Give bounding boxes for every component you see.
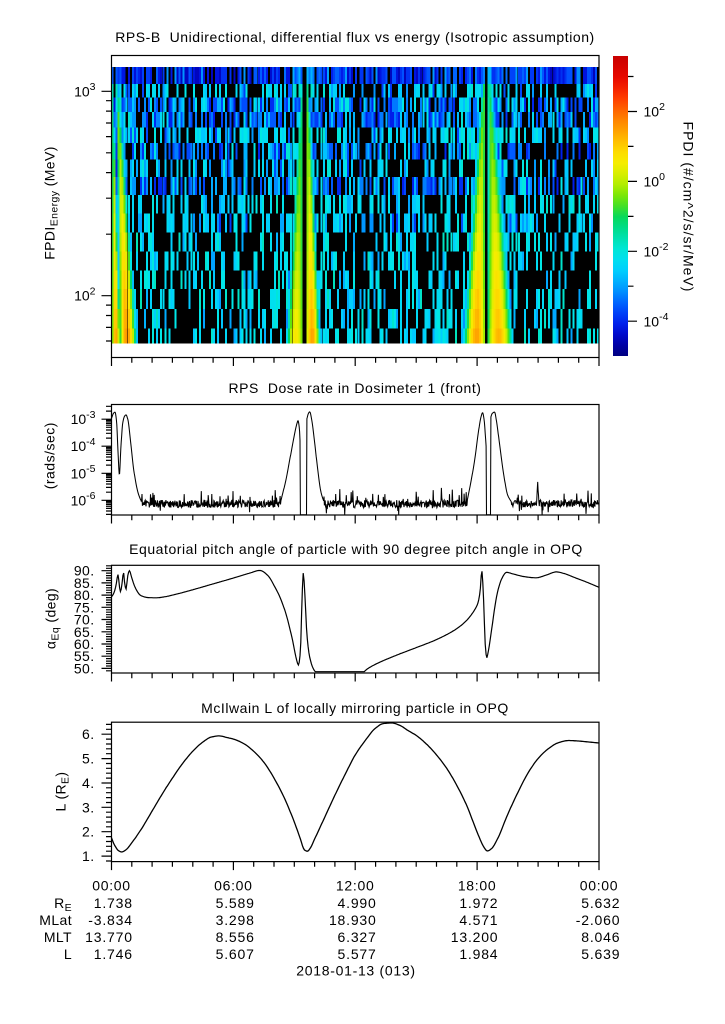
svg-text:8.556: 8.556 [216, 929, 255, 945]
svg-text:FPDIEnergy (MeV): FPDIEnergy (MeV) [42, 146, 61, 260]
svg-text:00:00: 00:00 [92, 878, 131, 894]
svg-text:1.: 1. [82, 848, 94, 864]
svg-text:5.639: 5.639 [581, 946, 620, 962]
svg-text:13.770: 13.770 [85, 929, 133, 945]
svg-text:4.571: 4.571 [459, 912, 498, 928]
svg-text:MLat: MLat [39, 912, 72, 928]
svg-text:3.298: 3.298 [216, 912, 255, 928]
svg-text:5.607: 5.607 [216, 946, 255, 962]
svg-text:5.632: 5.632 [581, 895, 620, 911]
svg-text:2018-01-13 (013): 2018-01-13 (013) [296, 963, 415, 979]
svg-text:8.046: 8.046 [581, 929, 620, 945]
svg-text:60.: 60. [74, 636, 95, 652]
svg-text:18.930: 18.930 [329, 912, 377, 928]
svg-text:12:00: 12:00 [336, 878, 375, 894]
svg-text:MLT: MLT [44, 929, 72, 945]
svg-text:00:00: 00:00 [580, 878, 619, 894]
svg-text:1.738: 1.738 [94, 895, 133, 911]
svg-text:75.: 75. [74, 599, 95, 615]
svg-text:50.: 50. [74, 660, 95, 676]
svg-text:85.: 85. [74, 575, 95, 591]
svg-text:2.: 2. [82, 824, 94, 840]
svg-text:1.984: 1.984 [459, 946, 498, 962]
svg-text:L: L [64, 946, 72, 962]
svg-text:80.: 80. [74, 587, 95, 603]
svg-text:55.: 55. [74, 648, 95, 664]
svg-text:McIlwain L of locally mirrorin: McIlwain L of locally mirroring particle… [201, 700, 509, 716]
svg-text:(rads/sec): (rads/sec) [42, 422, 58, 489]
svg-text:90.: 90. [74, 563, 95, 579]
svg-text:4.: 4. [82, 775, 94, 791]
svg-text:Equatorial pitch angle of part: Equatorial pitch angle of particle with … [129, 541, 583, 557]
svg-text:06:00: 06:00 [214, 878, 253, 894]
svg-text:1.746: 1.746 [94, 946, 133, 962]
svg-text:RPS-B Unidirectional, differe: RPS-B Unidirectional, differential flux … [115, 29, 595, 45]
svg-text:18:00: 18:00 [458, 878, 497, 894]
svg-text:5.: 5. [82, 751, 94, 767]
svg-text:5.577: 5.577 [338, 946, 377, 962]
svg-text:4.990: 4.990 [338, 895, 377, 911]
svg-text:3.: 3. [82, 799, 94, 815]
svg-text:65.: 65. [74, 624, 95, 640]
svg-text:-2.060: -2.060 [576, 912, 621, 928]
svg-text:70.: 70. [74, 612, 95, 628]
svg-text:1.972: 1.972 [459, 895, 498, 911]
svg-text:5.589: 5.589 [216, 895, 255, 911]
svg-text:13.200: 13.200 [451, 929, 499, 945]
svg-text:6.327: 6.327 [338, 929, 377, 945]
svg-text:6.: 6. [82, 726, 94, 742]
svg-text:-3.834: -3.834 [88, 912, 133, 928]
svg-text:FPDI (#/cm^2/s/sr/MeV): FPDI (#/cm^2/s/sr/MeV) [681, 122, 697, 293]
svg-text:RPS Dose rate in Dosimeter 1: RPS Dose rate in Dosimeter 1 (front) [229, 380, 482, 396]
